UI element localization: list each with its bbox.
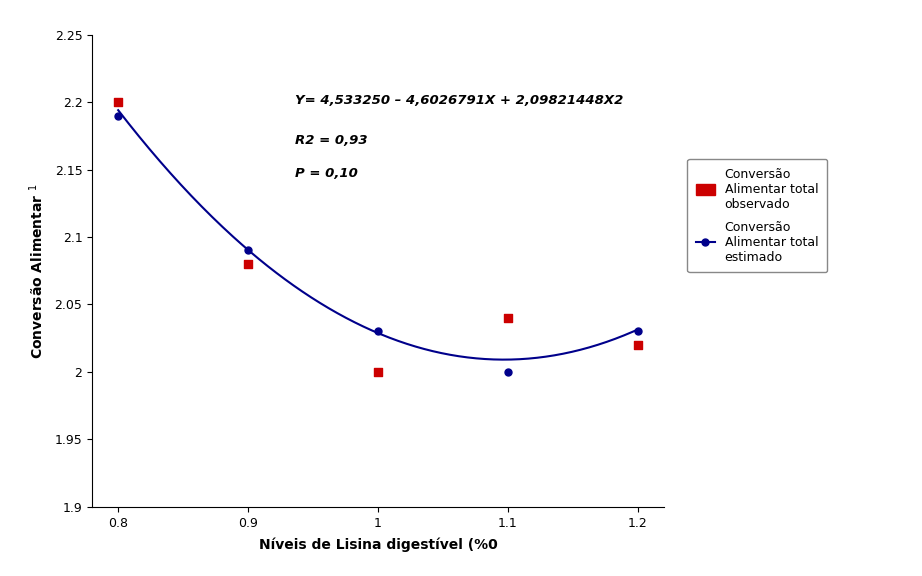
Point bbox=[631, 340, 645, 350]
Text: R2 = 0,93: R2 = 0,93 bbox=[295, 134, 368, 147]
X-axis label: Níveis de Lisina digestível (%0: Níveis de Lisina digestível (%0 bbox=[259, 538, 497, 552]
Point bbox=[241, 259, 255, 268]
Y-axis label: Conversão Alimentar $^1$: Conversão Alimentar $^1$ bbox=[28, 183, 46, 359]
Point bbox=[371, 367, 385, 377]
Legend: Conversão
Alimentar total
observado, Conversão
Alimentar total
estimado: Conversão Alimentar total observado, Con… bbox=[687, 159, 827, 272]
Point bbox=[501, 313, 515, 323]
Point bbox=[111, 97, 125, 107]
Text: Y= 4,533250 – 4,6026791X + 2,09821448X2: Y= 4,533250 – 4,6026791X + 2,09821448X2 bbox=[295, 94, 623, 107]
Text: P = 0,10: P = 0,10 bbox=[295, 167, 358, 180]
